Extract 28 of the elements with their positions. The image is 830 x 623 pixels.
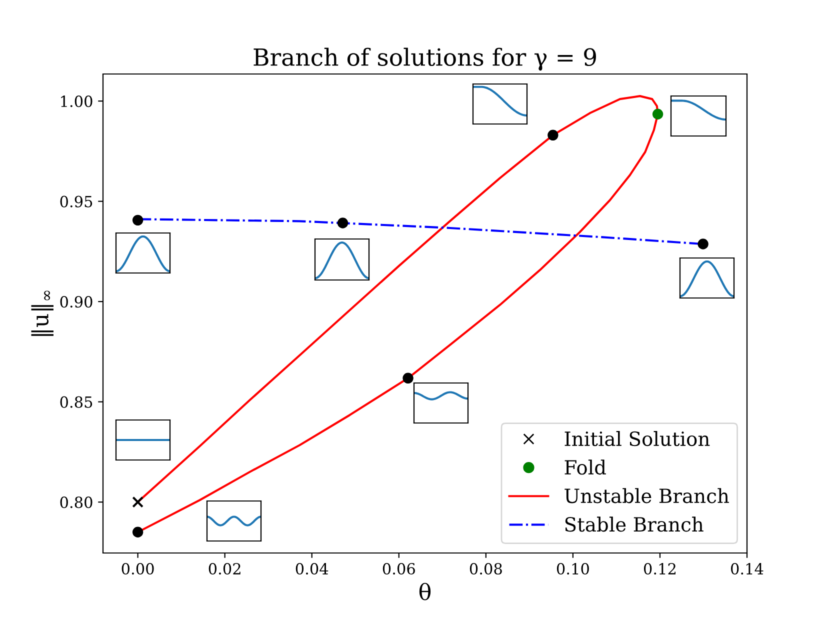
legend-label: Unstable Branch — [564, 488, 729, 504]
point — [337, 218, 348, 228]
x-tick-label: 0.04 — [296, 562, 328, 575]
point — [548, 130, 558, 141]
y-tick-label: 0.95 — [60, 196, 92, 208]
x-axis-title: θ — [419, 582, 431, 600]
x-tick-label: 0.02 — [208, 562, 240, 575]
x-tick-label: 0.06 — [382, 562, 415, 575]
y-axis-title: ‖u‖$_{∞}$ — [31, 290, 54, 336]
point — [402, 372, 414, 384]
y-tick-label: 1.00 — [61, 96, 92, 108]
legend-label: Initial Solution — [564, 431, 710, 446]
point — [132, 496, 144, 508]
x-tick-label: 0.00 — [122, 562, 154, 575]
point — [652, 108, 664, 120]
y-tick-label: 0.80 — [60, 496, 92, 508]
point — [132, 526, 144, 538]
x-tick-label: 0.08 — [470, 562, 502, 575]
y-tick-label: 0.90 — [60, 296, 92, 308]
chart-title: Branch of solutions for γ = 9 — [254, 48, 596, 71]
x-tick-label: 0.12 — [644, 562, 676, 575]
y-tick-label: 0.85 — [60, 396, 92, 408]
legend-label: Stable Branch — [565, 516, 704, 532]
legend-label: Fold — [564, 460, 606, 475]
x-tick-label: 0.10 — [556, 562, 589, 575]
x-tick-label: 0.14 — [731, 562, 764, 575]
point — [698, 238, 708, 250]
point — [132, 214, 144, 226]
